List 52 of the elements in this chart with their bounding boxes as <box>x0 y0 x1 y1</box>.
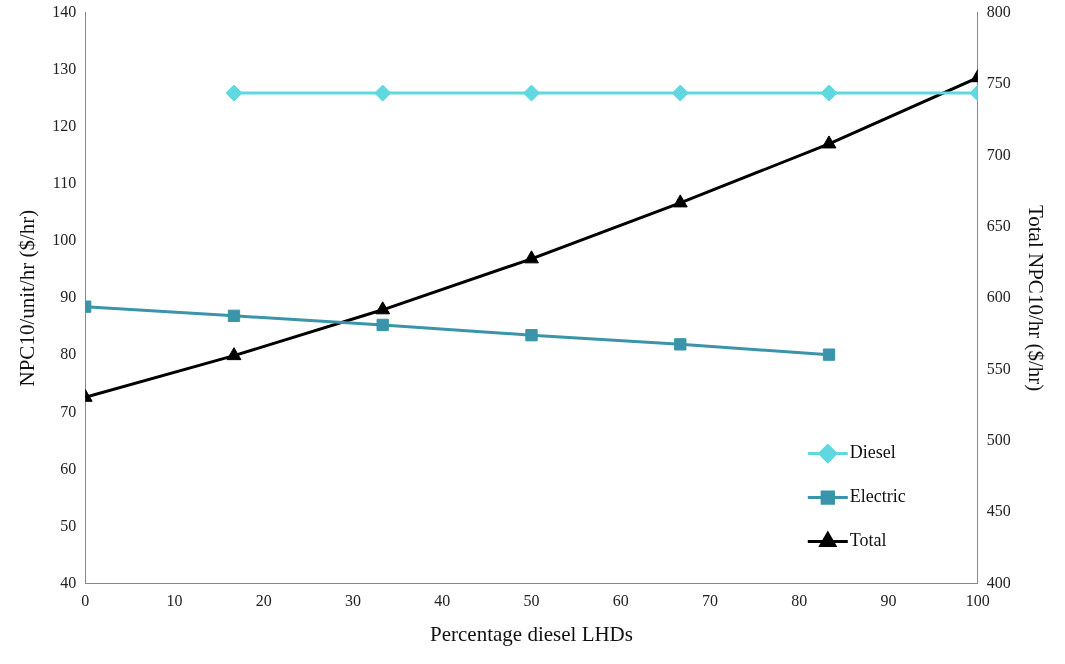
point <box>822 348 836 361</box>
y2-tick-label: 400 <box>986 573 1011 591</box>
x-tick-label: 30 <box>344 592 361 610</box>
y-tick-label: 70 <box>60 402 77 420</box>
legend-label: Diesel <box>849 442 896 463</box>
y-tick-label: 140 <box>52 2 77 20</box>
y-tick-label: 120 <box>52 117 77 134</box>
point <box>376 318 389 332</box>
point <box>671 84 689 102</box>
y2-tick-label: 500 <box>986 431 1011 449</box>
point <box>525 329 538 342</box>
y2-tick-label: 450 <box>986 502 1011 520</box>
y-tick-label: 90 <box>60 288 77 306</box>
point <box>524 250 539 264</box>
x-tick-label: 80 <box>791 592 808 610</box>
point <box>674 338 687 351</box>
y-tick-label: 60 <box>60 459 77 477</box>
y-tick-label: 110 <box>52 174 77 192</box>
y-axis-title: NPC10/unit/hr ($/hr) <box>15 209 40 387</box>
legend-label: Total <box>849 530 887 551</box>
x-tick-label: 0 <box>81 592 90 610</box>
x-tick-label: 100 <box>965 592 990 610</box>
x-tick-label: 60 <box>612 592 629 610</box>
x-tick-label: 20 <box>255 592 272 610</box>
y-tick-label: 100 <box>52 231 77 249</box>
point <box>226 347 242 361</box>
y2-tick-label: 800 <box>986 2 1011 20</box>
legend-label: Electric <box>849 486 906 507</box>
y2-tick-label: 550 <box>986 359 1011 377</box>
point <box>225 84 243 102</box>
y2-axis-title: Total NPC10/hr ($/hr) <box>1023 204 1048 392</box>
y-tick-label: 80 <box>60 345 77 363</box>
y2-tick-label: 700 <box>986 145 1011 163</box>
point <box>227 309 241 322</box>
point <box>821 135 837 149</box>
x-tick-label: 10 <box>166 592 183 610</box>
y-tick-label: 40 <box>60 573 77 591</box>
y2-tick-label: 750 <box>986 74 1011 92</box>
y-tick-label: 130 <box>52 59 77 77</box>
point <box>374 84 392 102</box>
y2-tick-label: 650 <box>986 216 1011 234</box>
y2-tick-label: 600 <box>986 288 1011 306</box>
y-tick-label: 50 <box>60 516 77 534</box>
x-tick-label: 50 <box>523 592 540 610</box>
x-tick-label: 40 <box>434 592 451 610</box>
point <box>375 301 391 315</box>
point <box>523 84 540 102</box>
x-tick-label: 70 <box>702 592 719 610</box>
x-tick-label: 90 <box>880 592 897 610</box>
point <box>672 194 688 208</box>
point <box>820 84 838 102</box>
x-axis-title: Percentage diesel LHDs <box>430 621 633 646</box>
